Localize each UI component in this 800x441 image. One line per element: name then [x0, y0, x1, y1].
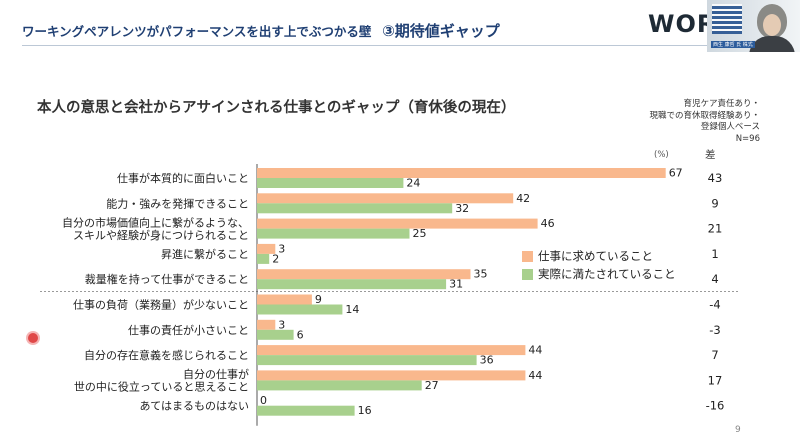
data-label-demanded: 3	[278, 318, 285, 331]
bar-demanded	[257, 345, 526, 356]
difference-value: 9	[711, 196, 718, 210]
data-label-demanded: 44	[528, 369, 542, 382]
category-label-line: 仕事の責任が小さいこと	[128, 323, 249, 337]
data-label-actual: 24	[406, 177, 420, 190]
legend-swatch-demanded	[522, 250, 533, 262]
difference-header: 差	[705, 149, 716, 161]
data-label-demanded: 67	[669, 167, 683, 180]
category-label: 仕事の責任が小さいこと	[128, 323, 249, 337]
data-label-demanded: 44	[528, 344, 542, 357]
difference-value: 17	[708, 373, 723, 387]
data-label-actual: 27	[425, 379, 439, 392]
bar-demanded	[257, 193, 514, 204]
sample-note-line: 育児ケア責任あり・	[683, 99, 760, 109]
category-label-line: 自分の存在意義を感じられること	[84, 348, 249, 362]
data-label-actual: 14	[345, 303, 359, 316]
difference-value: 4	[711, 272, 718, 286]
page-number: 9	[735, 425, 741, 435]
legend-label-demanded: 仕事に求めていること	[538, 249, 653, 263]
data-label-demanded: 42	[516, 192, 530, 205]
category-label-line: 自分の市場価値向上に繋がるような、	[62, 215, 249, 229]
webcam-caption: 西生 康哲 氏 株式	[711, 41, 755, 48]
category-label: あてはまるものはない	[139, 400, 249, 413]
title-divider	[22, 45, 707, 46]
chart-title: 本人の意思と会社からアサインされる仕事とのギャップ（育休後の現在）	[37, 100, 516, 116]
bar-actual	[257, 228, 410, 239]
category-label-line: 昇進に繋がること	[161, 247, 249, 261]
bar-demanded	[257, 319, 276, 330]
company-logo: WOR	[648, 10, 717, 38]
chart-legend: 仕事に求めていること 実際に満たされていること	[522, 247, 676, 283]
bar-actual	[257, 355, 477, 366]
data-label-actual: 6	[297, 328, 304, 341]
data-label-actual: 25	[413, 227, 427, 240]
category-label: 仕事が本質的に面白いこと	[117, 171, 249, 185]
category-label-line: 能力・強みを発揮できること	[106, 196, 249, 210]
bar-actual	[257, 253, 270, 264]
difference-value: -4	[709, 298, 720, 312]
category-label: 昇進に繋がること	[161, 247, 249, 261]
legend-label-actual: 実際に満たされていること	[538, 267, 676, 281]
data-label-demanded: 46	[541, 217, 555, 230]
data-label-demanded: 3	[278, 242, 285, 255]
bar-actual	[257, 405, 355, 416]
qr-code-icon	[712, 4, 742, 34]
category-label: 仕事の負荷（業務量）が少ないこと	[73, 298, 249, 312]
bar-demanded	[257, 168, 666, 178]
unit-label: (%)	[654, 150, 669, 160]
category-label: 自分の仕事が世の中に役立っていると思えること	[74, 367, 249, 394]
category-label-line: 世の中に役立っていると思えること	[74, 380, 249, 394]
bar-demanded	[257, 243, 276, 254]
slide-title-lead: ワーキングペアレンツがパフォーマンスを出す上でぶつかる壁	[22, 24, 372, 39]
sample-note: 育児ケア責任あり・ 現職での育休取得経験あり・ 登録個人ベース N=96	[600, 99, 760, 145]
bar-actual	[257, 329, 294, 340]
sample-note-line: 現職での育休取得経験あり・	[649, 110, 760, 121]
sample-note-line: 登録個人ベース	[700, 122, 760, 132]
difference-value: 1	[711, 247, 718, 261]
data-label-demanded: 9	[315, 293, 322, 306]
category-label-line: 自分の仕事が	[183, 367, 249, 381]
bar-actual	[257, 203, 453, 214]
data-label-actual: 32	[455, 202, 469, 215]
legend-item-demanded: 仕事に求めていること	[522, 247, 676, 265]
data-label-demanded: 0	[260, 394, 267, 407]
bar-actual	[257, 178, 404, 188]
category-label: 自分の存在意義を感じられること	[84, 348, 249, 362]
difference-value: -16	[706, 399, 725, 413]
category-label-line: 仕事の負荷（業務量）が少ないこと	[73, 298, 249, 312]
legend-item-actual: 実際に満たされていること	[522, 265, 676, 283]
bar-actual	[257, 380, 422, 391]
presenter-face	[763, 14, 781, 36]
bar-actual	[257, 304, 343, 315]
category-label: 裁量権を持って仕事ができること	[85, 272, 249, 286]
difference-value: -3	[709, 323, 720, 337]
category-label-line: スキルや経験が身につけられること	[73, 228, 249, 242]
bar-actual	[257, 279, 447, 290]
category-label: 能力・強みを発揮できること	[106, 196, 249, 210]
data-label-actual: 36	[480, 354, 494, 367]
difference-value: 43	[708, 171, 723, 185]
bar-demanded	[257, 269, 471, 280]
cursor-pointer-icon	[28, 333, 38, 343]
bar-demanded	[257, 218, 538, 229]
legend-swatch-actual	[522, 268, 533, 280]
slide-title: ワーキングペアレンツがパフォーマンスを出す上でぶつかる壁 ③期待値ギャップ	[22, 20, 500, 41]
bar-demanded	[257, 370, 526, 381]
category-label-line: あてはまるものはない	[139, 400, 249, 413]
webcam-thumbnail[interactable]: 西生 康哲 氏 株式	[707, 0, 800, 52]
data-label-actual: 2	[272, 252, 279, 265]
data-label-actual: 16	[358, 404, 372, 417]
presenter-body	[749, 36, 795, 52]
category-label: 自分の市場価値向上に繋がるような、スキルや経験が身につけられること	[62, 215, 249, 242]
data-label-actual: 31	[449, 278, 463, 291]
data-label-demanded: 35	[474, 268, 488, 281]
bar-demanded	[257, 294, 312, 305]
category-label-line: 仕事が本質的に面白いこと	[117, 171, 249, 185]
difference-value: 21	[708, 222, 723, 236]
sample-note-line: N=96	[735, 133, 760, 144]
difference-value: 7	[711, 348, 718, 362]
slide-title-sub: ③期待値ギャップ	[382, 22, 500, 40]
category-label-line: 裁量権を持って仕事ができること	[85, 272, 249, 286]
